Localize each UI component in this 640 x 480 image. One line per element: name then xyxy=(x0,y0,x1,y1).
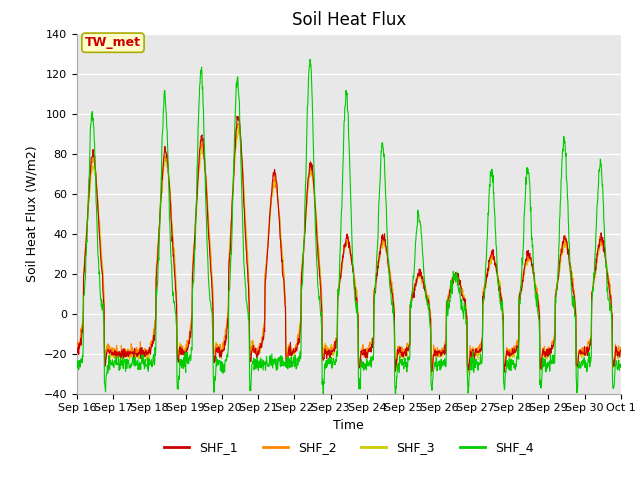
SHF_1 xyxy=(500,369,508,375)
SHF_4 xyxy=(194,144,202,149)
SHF_1 xyxy=(180,350,188,356)
SHF_1 xyxy=(505,351,513,357)
SHF_4 xyxy=(505,366,513,372)
SHF_4 xyxy=(255,364,262,370)
SHF_2 xyxy=(73,347,81,352)
SHF_1 xyxy=(617,348,625,354)
SHF_2 xyxy=(180,348,188,354)
SHF_3 xyxy=(428,372,435,378)
SHF_3 xyxy=(434,354,442,360)
SHF_4 xyxy=(73,360,81,366)
SHF_2 xyxy=(553,282,561,288)
SHF_1 xyxy=(194,179,202,184)
SHF_3 xyxy=(194,180,202,186)
Line: SHF_3: SHF_3 xyxy=(77,127,621,375)
SHF_3 xyxy=(505,352,513,358)
Line: SHF_4: SHF_4 xyxy=(77,60,621,398)
Line: SHF_2: SHF_2 xyxy=(77,123,621,372)
SHF_1 xyxy=(553,287,561,293)
SHF_1 xyxy=(434,353,442,359)
SHF_3 xyxy=(235,124,243,130)
SHF_4 xyxy=(434,363,442,369)
SHF_2 xyxy=(505,347,513,352)
Y-axis label: Soil Heat Flux (W/m2): Soil Heat Flux (W/m2) xyxy=(25,145,38,282)
SHF_4 xyxy=(617,362,625,368)
SHF_4 xyxy=(392,395,399,401)
SHF_2 xyxy=(434,344,442,350)
Text: TW_met: TW_met xyxy=(85,36,141,49)
SHF_2 xyxy=(465,369,472,374)
SHF_2 xyxy=(255,348,263,353)
Title: Soil Heat Flux: Soil Heat Flux xyxy=(292,11,406,29)
SHF_3 xyxy=(617,348,625,354)
SHF_2 xyxy=(617,350,625,356)
X-axis label: Time: Time xyxy=(333,419,364,432)
SHF_1 xyxy=(255,350,263,356)
SHF_3 xyxy=(553,283,561,288)
SHF_3 xyxy=(255,347,263,352)
SHF_2 xyxy=(234,120,242,126)
Legend: SHF_1, SHF_2, SHF_3, SHF_4: SHF_1, SHF_2, SHF_3, SHF_4 xyxy=(159,436,538,459)
SHF_3 xyxy=(180,346,188,351)
SHF_1 xyxy=(73,345,81,351)
SHF_4 xyxy=(306,57,314,62)
Line: SHF_1: SHF_1 xyxy=(77,116,621,372)
SHF_1 xyxy=(233,113,241,119)
SHF_4 xyxy=(553,284,561,289)
SHF_2 xyxy=(194,179,202,184)
SHF_3 xyxy=(73,345,81,350)
SHF_4 xyxy=(180,361,188,367)
